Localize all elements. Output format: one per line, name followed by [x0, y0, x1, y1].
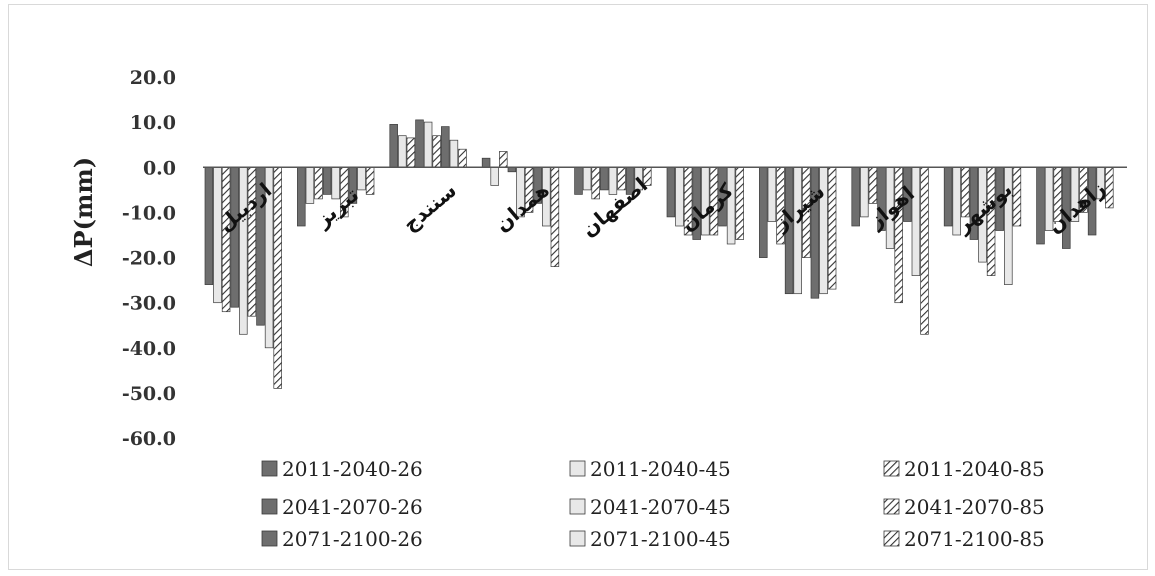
bar [365, 166, 375, 195]
bar [305, 166, 315, 204]
legend-swatch [261, 530, 278, 547]
bar [458, 148, 467, 168]
bar [550, 166, 560, 267]
bar [499, 151, 508, 168]
bar [600, 166, 609, 191]
legend-item: 2011-2040-26 [261, 457, 423, 481]
bar [423, 121, 433, 168]
legend-swatch [569, 460, 586, 477]
bar [221, 166, 231, 313]
bar [574, 166, 583, 195]
legend-swatch [883, 460, 900, 477]
bar [273, 166, 282, 389]
legend-item: 2071-2100-85 [883, 527, 1045, 551]
y-tick-label: -50.0 [122, 383, 176, 405]
legend-item: 2011-2040-85 [883, 457, 1045, 481]
legend-label: 2011-2040-26 [282, 457, 423, 481]
bar [406, 137, 416, 168]
bar [582, 166, 592, 191]
chart-frame [8, 4, 1148, 570]
bar [230, 166, 239, 308]
bar [449, 139, 459, 168]
legend-label: 2041-2070-85 [904, 495, 1045, 519]
bar [827, 166, 837, 290]
y-tick-label: 10.0 [130, 112, 176, 134]
bar [441, 126, 450, 168]
bar [726, 166, 736, 245]
legend-item: 2071-2100-26 [261, 527, 423, 551]
y-axis-label: ΔP(mm) [69, 157, 98, 267]
y-tick-label: -20.0 [122, 248, 176, 270]
bar [911, 166, 921, 276]
legend-swatch [883, 498, 900, 515]
bar [398, 135, 407, 168]
y-tick-label: 0.0 [143, 157, 176, 179]
legend-item: 2071-2100-45 [569, 527, 731, 551]
bar [943, 166, 953, 227]
legend-swatch [883, 530, 900, 547]
legend-swatch [569, 530, 586, 547]
bar [490, 166, 499, 186]
legend-swatch [261, 460, 278, 477]
bar [1036, 166, 1045, 245]
bar [481, 157, 491, 168]
legend-item: 2041-2070-26 [261, 495, 423, 519]
legend-label: 2071-2100-45 [590, 527, 731, 551]
bar [204, 166, 214, 285]
bar [432, 135, 441, 168]
legend-label: 2041-2070-26 [282, 495, 423, 519]
y-tick-label: -60.0 [122, 428, 176, 450]
bar [735, 166, 744, 240]
bar [1105, 166, 1114, 209]
bar [389, 124, 398, 168]
bar [851, 166, 860, 227]
bar [759, 166, 768, 258]
legend-label: 2041-2070-45 [590, 495, 731, 519]
bar [860, 166, 869, 218]
category-label: سنندج [398, 178, 461, 236]
bar [415, 119, 424, 168]
legend-label: 2011-2040-45 [590, 457, 731, 481]
bar [213, 166, 222, 304]
legend-label: 2071-2100-26 [282, 527, 423, 551]
bar [920, 166, 929, 335]
bar [793, 166, 802, 295]
legend-item: 2041-2070-45 [569, 495, 731, 519]
bar [666, 166, 676, 218]
bar [314, 166, 323, 200]
bar [357, 166, 366, 191]
y-tick-label: -40.0 [122, 338, 176, 360]
legend-label: 2011-2040-85 [904, 457, 1045, 481]
y-tick-label: 20.0 [130, 67, 176, 89]
y-tick-label: -10.0 [122, 202, 176, 224]
bar [297, 166, 306, 227]
legend-swatch [569, 498, 586, 515]
legend-item: 2011-2040-45 [569, 457, 731, 481]
legend-item: 2041-2070-85 [883, 495, 1045, 519]
bar [868, 166, 878, 204]
legend-swatch [261, 498, 278, 515]
bar [819, 166, 828, 295]
y-tick-label: -30.0 [122, 293, 176, 315]
bar [591, 166, 600, 200]
bar [322, 166, 332, 195]
legend-label: 2071-2100-85 [904, 527, 1045, 551]
